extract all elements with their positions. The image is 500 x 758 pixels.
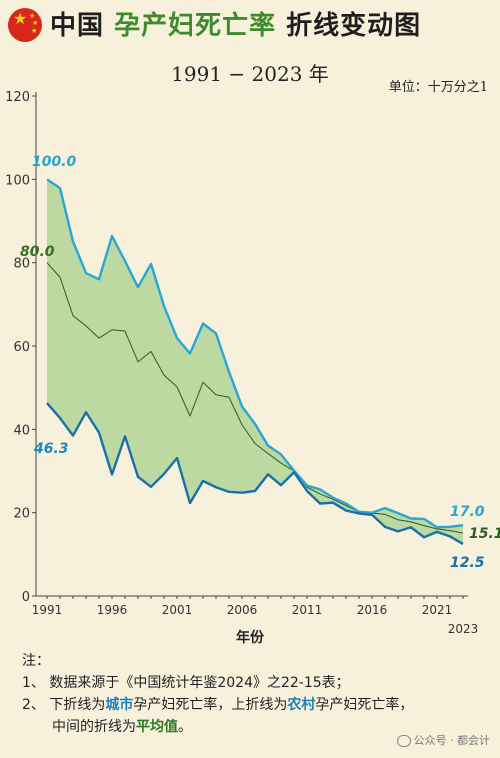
y-tick-label: 0: [22, 590, 30, 605]
rural-end-label: 17.0: [450, 504, 485, 520]
note-1: 1、 数据来源于《中国统计年鉴2024》之22-15表；: [22, 675, 350, 691]
average-end-label: 15.1: [469, 526, 500, 542]
x-tick-label: 2011: [292, 603, 323, 617]
wechat-icon: [396, 735, 411, 747]
notes-heading: 注：: [22, 653, 50, 669]
unit-label: 单位：十万分之1: [388, 80, 488, 95]
average-line: [46, 262, 464, 534]
y-tick-label: 80: [13, 257, 30, 272]
note-urban: 城市: [105, 697, 134, 713]
x-tick-label: 1991: [32, 603, 63, 617]
urban-end-label: 12.5: [450, 555, 485, 571]
y-tick-label: 20: [13, 507, 30, 522]
watermark: 公众号 · 都会计: [396, 732, 490, 748]
china-flag-icon: ★ ★ ★ ★: [8, 8, 42, 42]
urban-start-label: 46.3: [33, 441, 69, 457]
header: ★ ★ ★ ★ 中国 孕产妇死亡率 折线变动图: [0, 0, 500, 52]
title-highlight: 孕产妇死亡率: [114, 11, 277, 41]
title-suffix: 折线变动图: [286, 11, 422, 41]
y-tick-label: 100: [5, 173, 30, 188]
x-tick-label: 1996: [97, 603, 128, 617]
chart-title: 中国 孕产妇死亡率 折线变动图: [50, 6, 421, 46]
rural-start-label: 100.0: [32, 154, 77, 170]
note-rural: 农村: [287, 697, 316, 713]
x-tick-label: 2023: [448, 622, 479, 636]
x-tick-label: 2006: [227, 603, 258, 617]
line-chart: 0 20 40 60 80 100 120 1991 1996 2001 2006 2011 2016 2…: [5, 90, 500, 646]
note-3: 中间的折线为平均值。: [52, 719, 192, 735]
urban-line: [46, 402, 464, 545]
x-tick-label: 2001: [162, 603, 193, 617]
chart-subtitle: 1991 − 2023 年: [171, 62, 329, 86]
average-start-label: 80.0: [20, 244, 55, 260]
note-average: 平均值: [136, 719, 178, 735]
title-prefix: 中国: [50, 11, 105, 41]
x-tick-label: 2021: [422, 603, 453, 617]
y-tick-label: 60: [13, 340, 30, 355]
x-axis-title: 年份: [236, 629, 265, 646]
y-tick-label: 40: [13, 423, 30, 438]
notes: 注： 1、 数据来源于《中国统计年鉴2024》之22-15表； 2、 下折线为城…: [22, 650, 492, 738]
x-tick-label: 2016: [357, 603, 388, 617]
y-tick-label: 120: [5, 90, 30, 105]
note-2: 2、 下折线为城市孕产妇死亡率，上折线为农村孕产妇死亡率，: [22, 697, 414, 713]
rural-line: [46, 178, 464, 529]
rural-urban-band: [47, 179, 463, 544]
